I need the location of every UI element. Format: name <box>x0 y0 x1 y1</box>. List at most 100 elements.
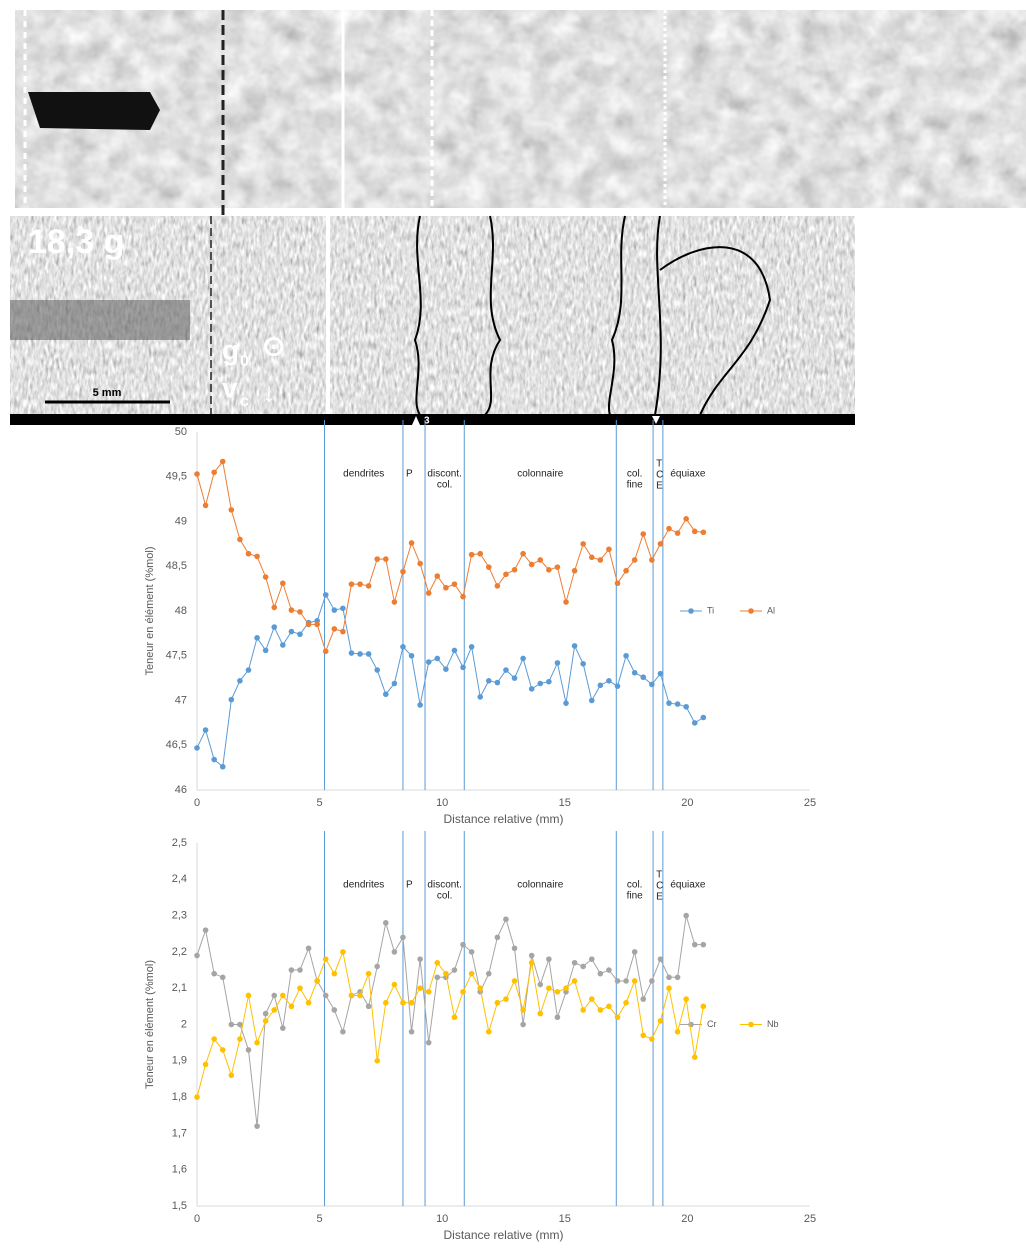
zone-label: dendrites <box>343 880 384 891</box>
data-point <box>700 941 707 948</box>
x-tick-label: 10 <box>436 797 448 809</box>
data-point <box>528 561 535 568</box>
x-tick-label: 0 <box>194 1213 200 1225</box>
data-point <box>443 666 449 672</box>
data-point <box>666 985 672 991</box>
data-point <box>494 583 501 589</box>
legend-label: Cr <box>707 1019 717 1029</box>
data-point <box>211 970 217 977</box>
zone-label: P <box>406 469 413 480</box>
v-sub: c <box>240 393 249 410</box>
data-point <box>528 686 535 692</box>
y-tick-label: 1,8 <box>172 1091 187 1103</box>
zone-label: dendrites <box>343 469 384 480</box>
data-point <box>666 974 672 981</box>
data-point <box>520 655 526 662</box>
data-point <box>649 681 655 688</box>
data-point <box>211 756 217 763</box>
zone-label: col. <box>437 891 453 902</box>
data-point <box>588 956 595 962</box>
data-point <box>237 678 243 684</box>
data-point <box>649 978 655 984</box>
data-point <box>348 992 355 999</box>
data-point <box>322 956 329 962</box>
micrograph: 3 18,3 g g 0 ⊙ v c ↓ 5 mm <box>10 215 855 427</box>
data-point <box>520 1021 526 1028</box>
data-point <box>451 647 458 654</box>
data-point <box>331 626 338 632</box>
data-point <box>485 1028 492 1035</box>
data-point <box>554 989 561 995</box>
x-tick-label: 10 <box>436 1213 448 1225</box>
x-axis-title: Distance relative (mm) <box>443 812 563 826</box>
zone-label: E <box>656 892 663 903</box>
y-tick-label: 47 <box>175 694 187 706</box>
zone-label: E <box>656 481 663 492</box>
data-point <box>383 920 389 926</box>
data-point <box>537 981 544 988</box>
data-point <box>228 1072 235 1079</box>
data-point <box>365 583 372 589</box>
data-point <box>400 934 406 941</box>
legend-marker <box>688 1021 694 1028</box>
data-point <box>297 631 303 638</box>
data-point <box>305 999 312 1006</box>
data-point <box>194 471 200 477</box>
data-point <box>322 592 329 598</box>
data-point <box>357 992 363 999</box>
marker-down <box>652 416 660 424</box>
data-point <box>340 949 346 955</box>
data-point <box>374 667 381 673</box>
data-point <box>254 553 260 560</box>
data-point <box>503 916 509 923</box>
zone-label: C <box>656 881 663 892</box>
data-point <box>425 590 432 596</box>
data-point <box>623 999 629 1006</box>
v-direction: ↓ <box>262 376 276 407</box>
data-point <box>606 1003 612 1010</box>
baseline <box>10 414 855 425</box>
data-point <box>597 557 604 563</box>
data-point <box>400 644 406 650</box>
data-point <box>588 996 595 1002</box>
data-point <box>305 945 312 952</box>
data-point <box>477 985 484 991</box>
data-point <box>614 580 621 587</box>
zone-label: fine <box>627 480 644 491</box>
g-symbol: g <box>222 334 239 365</box>
data-point <box>400 568 406 575</box>
data-point <box>297 985 303 991</box>
data-point <box>331 970 338 977</box>
data-point <box>554 1014 561 1021</box>
series-line <box>196 915 704 1127</box>
data-point <box>451 581 458 587</box>
data-point <box>297 609 303 615</box>
y-tick-label: 47,5 <box>166 650 187 662</box>
data-point <box>614 683 621 689</box>
y-tick-label: 49,5 <box>166 471 187 483</box>
data-point <box>649 557 655 563</box>
y-tick-label: 2,2 <box>172 946 187 958</box>
data-point <box>485 678 492 684</box>
x-tick-label: 15 <box>559 797 571 809</box>
data-point <box>408 652 415 659</box>
data-point <box>683 912 689 919</box>
data-point <box>657 670 664 677</box>
y-axis-title: Teneur en élément (%mol) <box>144 546 156 675</box>
data-point <box>520 550 526 557</box>
data-point <box>417 560 423 567</box>
data-point <box>340 1028 346 1035</box>
data-point <box>237 536 243 543</box>
data-point <box>417 702 423 708</box>
data-point <box>700 529 707 536</box>
zone-label: équiaxe <box>670 469 705 480</box>
data-point <box>683 703 689 710</box>
data-point <box>365 651 372 657</box>
data-point <box>280 992 286 999</box>
y-tick-label: 1,5 <box>172 1200 187 1212</box>
data-point <box>374 963 381 970</box>
data-point <box>434 959 441 966</box>
data-point <box>657 1018 664 1024</box>
data-point <box>254 1039 260 1046</box>
data-point <box>383 999 389 1006</box>
